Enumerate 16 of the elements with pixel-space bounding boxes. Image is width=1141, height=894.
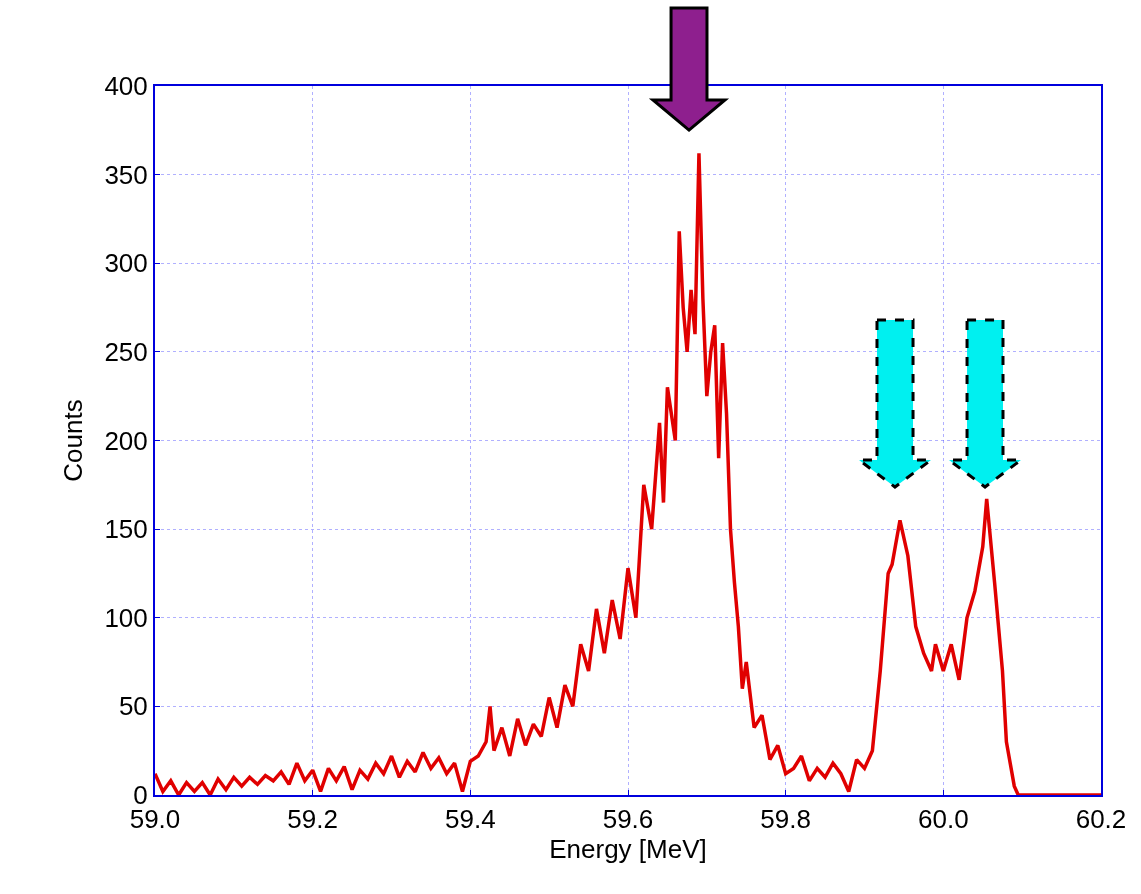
y-tick-label: 150 [104,514,148,545]
x-tick-label: 60.2 [1075,804,1127,835]
y-tick-label: 50 [118,691,148,722]
y-tick-label: 250 [104,336,148,367]
x-tick-label: 59.6 [602,804,654,835]
y-axis-title: Counts [58,399,89,482]
y-tick-label: 350 [104,159,148,190]
x-axis-title: Energy [MeV] [549,834,707,865]
y-tick-label: 200 [104,425,148,456]
x-tick-label: 59.4 [445,804,496,835]
y-tick-label: 400 [104,71,148,102]
x-tick-label: 59.2 [287,804,338,835]
y-tick-label: 300 [104,248,148,279]
x-tick-label: 60.0 [918,804,969,835]
y-tick-label: 100 [104,602,148,633]
x-tick-label: 59.8 [760,804,811,835]
